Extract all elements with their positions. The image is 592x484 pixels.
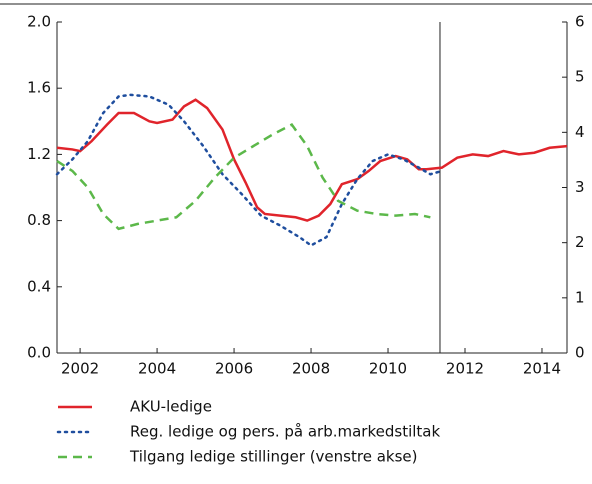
- y2-tick-label: 2: [575, 233, 585, 251]
- y2-tick-label: 3: [575, 178, 585, 196]
- legend-label: Tilgang ledige stillinger (venstre akse): [129, 448, 417, 466]
- y2-tick-label: 0: [575, 344, 585, 362]
- series-line: [56, 123, 431, 231]
- x-tick-label: 2006: [215, 360, 253, 378]
- y-tick-label: 1.2: [27, 145, 51, 163]
- x-tick-label: 2004: [138, 360, 176, 378]
- legend-label: AKU-ledige: [130, 398, 212, 416]
- x-tick-label: 2002: [61, 360, 99, 378]
- legend-label: Reg. ledige og pers. på arb.markedstilta…: [130, 423, 440, 441]
- series-line: [55, 93, 444, 247]
- y2-tick-label: 6: [575, 13, 585, 31]
- x-tick-label: 2010: [369, 360, 407, 378]
- x-tick-label: 2014: [523, 360, 561, 378]
- y-tick-label: 2.0: [27, 13, 51, 31]
- series-line: [56, 98, 568, 222]
- y-tick-label: 0.4: [27, 277, 51, 295]
- x-tick-label: 2008: [292, 360, 330, 378]
- y2-tick-label: 1: [575, 288, 585, 306]
- y-tick-label: 1.6: [27, 79, 51, 97]
- y-tick-label: 0.0: [27, 344, 51, 362]
- y2-tick-label: 4: [575, 123, 585, 141]
- y-tick-label: 0.8: [27, 211, 51, 229]
- x-tick-label: 2012: [446, 360, 484, 378]
- y2-tick-label: 5: [575, 68, 585, 86]
